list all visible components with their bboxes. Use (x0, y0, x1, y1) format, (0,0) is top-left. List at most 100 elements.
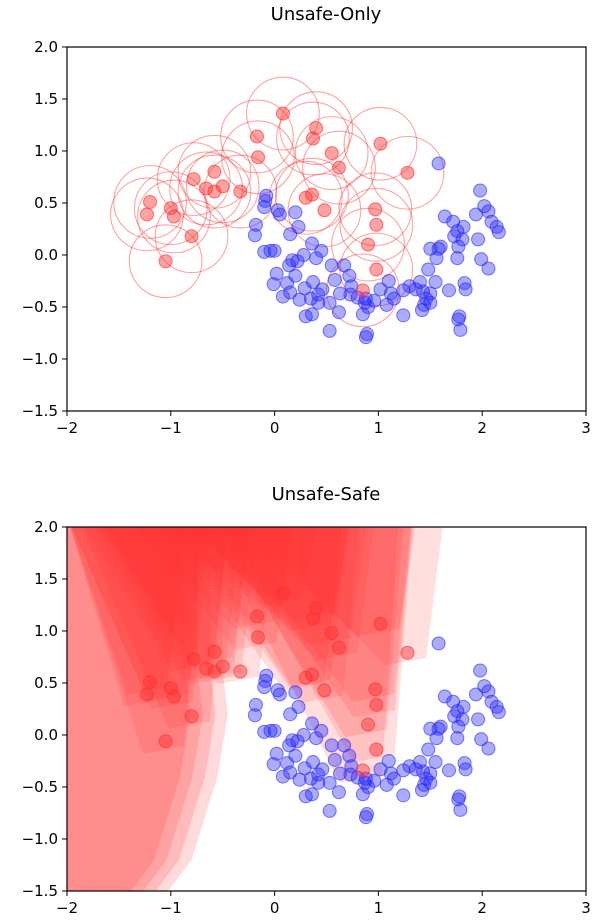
x-tick-label: −1 (160, 419, 182, 437)
unsafe-region-polygon (85, 527, 229, 672)
x-tick-label: 2 (477, 899, 487, 917)
unsafe-point (275, 106, 290, 121)
safe-point (298, 789, 313, 804)
unsafe-point (184, 229, 199, 244)
safe-point (267, 723, 282, 738)
unsafe-point (184, 709, 199, 724)
unsafe-region-polygon (70, 527, 183, 707)
unsafe-point (304, 187, 319, 202)
y-tick-label: −1.0 (22, 350, 58, 368)
safe-point (297, 761, 312, 776)
safe-point (471, 712, 486, 727)
safe-point (314, 723, 329, 738)
safe-point (431, 636, 446, 651)
unsafe-point (275, 586, 290, 601)
unsafe-radius-circle (177, 154, 252, 229)
safe-point (484, 694, 499, 709)
safe-point (437, 209, 452, 224)
y-tick-label: −1.5 (22, 402, 58, 420)
unsafe-radius-circle (370, 135, 445, 210)
unsafe-region-polygon (70, 527, 186, 695)
safe-point (358, 330, 373, 345)
unsafe-point (186, 172, 201, 187)
safe-point (355, 307, 370, 322)
unsafe-region-polygon (179, 527, 348, 631)
safe-point (433, 239, 448, 254)
unsafe-region-polygon (67, 527, 228, 891)
unsafe-radius-circle (177, 134, 252, 209)
safe-point (343, 287, 358, 302)
unsafe-region-polygon (67, 527, 191, 891)
unsafe-point (304, 667, 319, 682)
unsafe-point (233, 184, 248, 199)
x-tick-label: 3 (581, 899, 591, 917)
unsafe-radius-circle (203, 154, 278, 229)
safe-point (473, 663, 488, 678)
safe-point (257, 244, 272, 259)
safe-point (423, 721, 438, 736)
unsafe-region-polygon (120, 527, 276, 684)
safe-point (471, 232, 486, 247)
x-tick-label: 0 (270, 899, 280, 917)
safe-points (247, 156, 506, 345)
unsafe-radius-circle (110, 177, 184, 252)
unsafe-radius-circle (275, 157, 349, 232)
safe-point (296, 248, 311, 262)
y-tick-label: 0.0 (34, 726, 58, 744)
safe-point (423, 241, 438, 256)
safe-point (343, 767, 358, 782)
safe-point (474, 252, 489, 267)
unsafe-radius-circle (287, 173, 362, 248)
safe-point (491, 225, 506, 240)
unsafe-point (158, 254, 173, 269)
unsafe-region-polygon (71, 527, 207, 701)
safe-point (381, 274, 396, 288)
safe-point (269, 746, 284, 761)
safe-point (311, 775, 326, 790)
safe-point (455, 232, 470, 247)
safe-point (259, 668, 274, 683)
x-tick-label: 2 (477, 419, 487, 437)
unsafe-radius-circle (302, 130, 376, 205)
unsafe-radius-circle (294, 116, 369, 190)
unsafe-region-polygon (249, 527, 443, 666)
safe-point (412, 755, 427, 770)
unsafe-point (369, 262, 384, 277)
safe-point (322, 323, 337, 338)
unsafe-radius-circle (137, 179, 211, 254)
y-tick-label: −0.5 (22, 298, 58, 316)
x-tick-label: 3 (581, 419, 591, 437)
unsafe-radius-circle (113, 165, 187, 239)
safe-point (298, 309, 313, 324)
y-tick-label: 1.0 (34, 622, 58, 640)
unsafe-radius-circle (279, 91, 353, 165)
safe-point (292, 292, 307, 307)
y-axis: −1.5 −1.0 −0.5 0.0 0.5 1.0 1.5 2.0 (22, 38, 67, 420)
safe-point (421, 742, 436, 757)
safe-point (275, 769, 290, 784)
safe-point (373, 282, 388, 297)
unsafe-point (249, 129, 264, 144)
safe-point (288, 685, 303, 700)
unsafe-point (215, 179, 230, 194)
y-tick-label: 2.0 (34, 518, 58, 536)
unsafe-points (139, 586, 415, 778)
unsafe-radius-circle (156, 142, 231, 216)
y-tick-label: −0.5 (22, 778, 58, 796)
safe-point (327, 272, 342, 287)
y-tick-label: 2.0 (34, 38, 58, 56)
unsafe-point (361, 237, 376, 252)
unsafe-point (249, 609, 264, 624)
safe-point (282, 258, 297, 273)
unsafe-region (110, 76, 445, 328)
unsafe-point (400, 645, 415, 660)
unsafe-point (306, 131, 321, 146)
x-tick-label: −1 (160, 899, 182, 917)
unsafe-region-polygon (71, 527, 210, 709)
chart-unsafe-only: Unsafe-Only −2 −1 0 1 2 3 −1.5 −1.0 −0.5 0.0 0.5 1… (22, 4, 591, 437)
unsafe-radius-circle (221, 120, 295, 195)
unsafe-point (368, 682, 383, 697)
unsafe-radius-circle (343, 106, 418, 181)
safe-point (417, 777, 432, 792)
safe-point (441, 763, 456, 778)
